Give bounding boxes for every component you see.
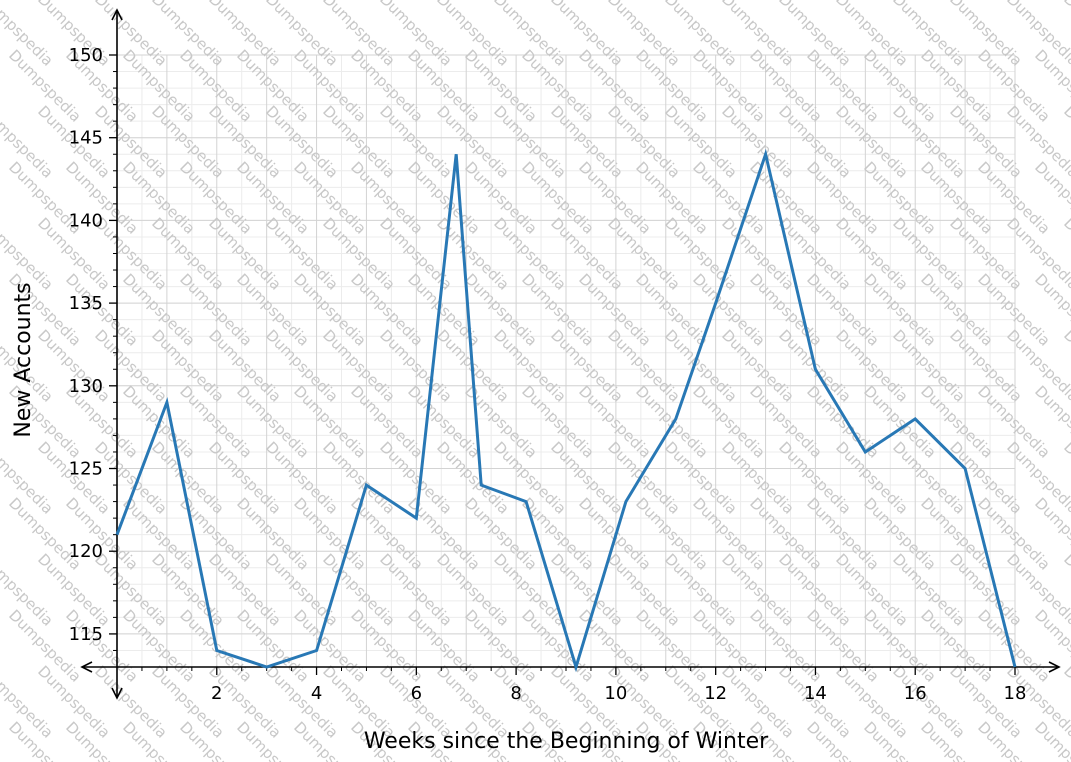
y-tick-label: 120 [69, 541, 103, 562]
y-axis-title: New Accounts [11, 282, 36, 437]
y-tick-label: 150 [69, 45, 103, 66]
x-tick-label: 10 [604, 683, 627, 704]
y-tick-label: 145 [69, 128, 103, 149]
y-axis-arrow-down [111, 687, 123, 700]
y-tick-label: 140 [69, 210, 103, 231]
x-tick-label: 6 [411, 683, 422, 704]
x-tick-label: 2 [211, 683, 222, 704]
y-tick-label: 115 [69, 624, 103, 645]
y-tick-label: 125 [69, 459, 103, 480]
x-axis-arrow-left [80, 661, 93, 673]
x-tick-label: 18 [1004, 683, 1027, 704]
x-tick-label: 8 [510, 683, 521, 704]
x-tick-label: 12 [704, 683, 727, 704]
x-axis-arrow-right [1048, 661, 1061, 673]
series-layer [115, 148, 1017, 673]
y-tick-label: 130 [69, 376, 103, 397]
x-tick-label: 16 [904, 683, 927, 704]
axes [80, 8, 1061, 700]
y-tick-label: 135 [69, 293, 103, 314]
y-axis-arrow-up [111, 8, 123, 21]
x-tick-label: 4 [311, 683, 322, 704]
ticks: 115 120 125 130 135 140 145 150 2 4 6 8 10 12 14 16 18 [69, 45, 1027, 704]
series-line-0 [115, 148, 1017, 673]
x-axis-title: Weeks since the Beginning of Winter [364, 729, 769, 754]
major-grid [117, 54, 1016, 667]
x-tick-label: 14 [804, 683, 827, 704]
